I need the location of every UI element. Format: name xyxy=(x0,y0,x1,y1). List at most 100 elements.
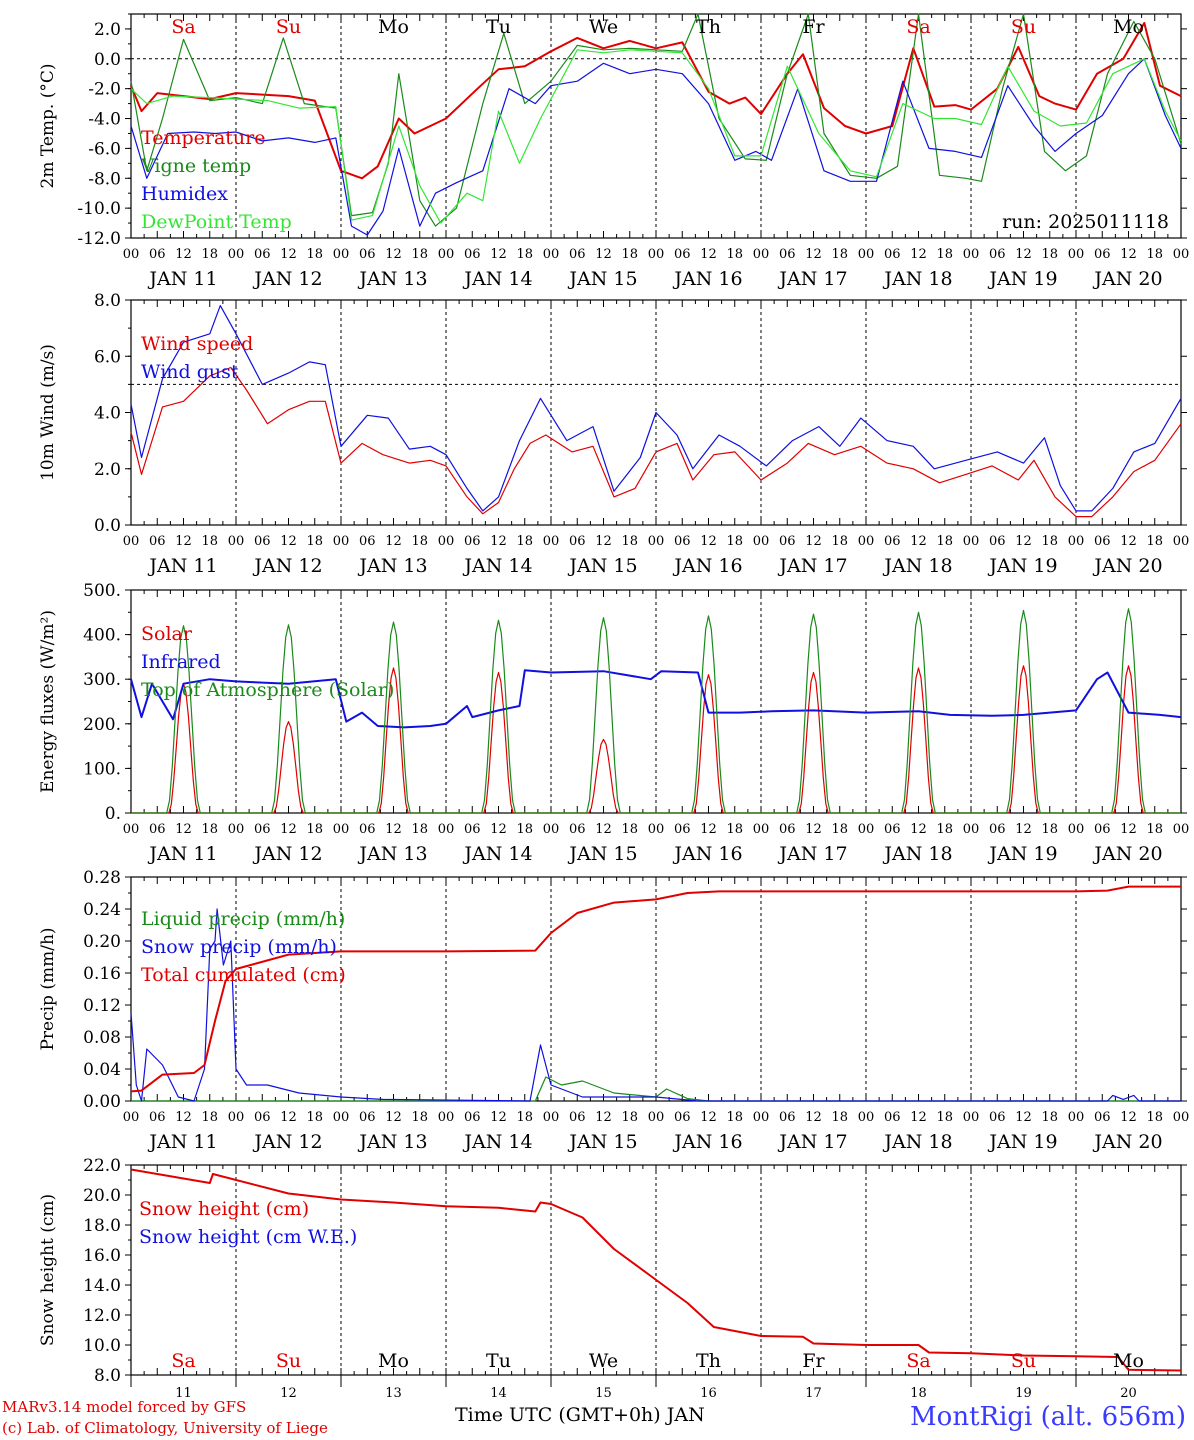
hour-label: 06 xyxy=(1094,534,1111,549)
hour-label: 00 xyxy=(123,822,140,837)
series-line xyxy=(131,1076,1181,1102)
hour-label: 00 xyxy=(858,1110,875,1125)
y-tick-label: 22.0 xyxy=(83,1156,121,1176)
day-number: 11 xyxy=(175,1386,192,1401)
hour-label: 18 xyxy=(516,247,533,262)
hour-label: 00 xyxy=(543,247,560,262)
series-line xyxy=(130,58,1182,236)
day-number: 16 xyxy=(700,1386,717,1401)
hour-label: 18 xyxy=(831,822,848,837)
hour-label: 06 xyxy=(779,247,796,262)
series-line xyxy=(130,305,1182,512)
hour-label: 18 xyxy=(936,1110,953,1125)
y-tick-label: 2.0 xyxy=(94,460,121,480)
hour-label: 18 xyxy=(306,534,323,549)
date-label: JAN 19 xyxy=(987,843,1057,865)
weekday-label: Th xyxy=(696,1350,721,1372)
date-label: JAN 11 xyxy=(147,268,217,290)
hour-label: 12 xyxy=(385,534,402,549)
y-tick-label: -4.0 xyxy=(88,110,121,130)
hour-label: 06 xyxy=(1094,822,1111,837)
legend-entry: Infrared xyxy=(141,651,221,673)
series-line xyxy=(130,22,1182,180)
hour-label: 06 xyxy=(569,247,586,262)
legend-entry: Snow precip (mm/h) xyxy=(141,936,337,958)
hour-label: 12 xyxy=(805,1110,822,1125)
hour-label: 06 xyxy=(569,1110,586,1125)
hour-label: 00 xyxy=(543,822,560,837)
hour-label: 18 xyxy=(306,1110,323,1125)
date-label: JAN 18 xyxy=(882,555,952,577)
panel-2: 8.0 6.0 4.0 2.0 0.0 10m Wind (m/s) 00 06 12 18 00 0… xyxy=(38,291,1189,577)
hour-label: 00 xyxy=(438,247,455,262)
hour-label: 12 xyxy=(1015,534,1032,549)
y-tick-label: 300. xyxy=(83,670,121,690)
hour-label: 06 xyxy=(1094,247,1111,262)
weekday-label: Sa xyxy=(906,16,930,38)
hour-label: 18 xyxy=(516,534,533,549)
date-label: JAN 13 xyxy=(357,1131,427,1153)
hour-label: 12 xyxy=(700,1110,717,1125)
hour-label: 00 xyxy=(963,247,980,262)
y-tick-label: -10.0 xyxy=(77,199,121,219)
panel-3: 500. 400. 300. 200. 100. 0. Energy fluxes (W/m… xyxy=(38,581,1189,865)
weekday-label: Sa xyxy=(171,1350,195,1372)
weekday-label: Tu xyxy=(486,1350,511,1372)
hour-label: 06 xyxy=(989,534,1006,549)
hour-label: 00 xyxy=(753,822,770,837)
hour-label: 18 xyxy=(516,822,533,837)
hour-label: 18 xyxy=(201,534,218,549)
hour-label: 12 xyxy=(175,822,192,837)
y-tick-label: 18.0 xyxy=(83,1216,121,1236)
date-label: JAN 17 xyxy=(777,1131,847,1153)
date-label: JAN 12 xyxy=(252,268,322,290)
run-label: run: 2025011118 xyxy=(1002,211,1169,233)
hour-label: 18 xyxy=(1041,534,1058,549)
date-label: JAN 13 xyxy=(357,555,427,577)
weekday-label: Su xyxy=(1011,16,1036,38)
hour-label: 06 xyxy=(254,1110,271,1125)
date-label: JAN 16 xyxy=(672,555,742,577)
date-label: JAN 16 xyxy=(672,268,742,290)
hour-label: 12 xyxy=(700,534,717,549)
weekday-label: Mo xyxy=(1113,16,1144,38)
hour-label: 18 xyxy=(831,534,848,549)
hour-label: 00 xyxy=(333,1110,350,1125)
hour-label: 00 xyxy=(543,1110,560,1125)
hour-label: 06 xyxy=(884,247,901,262)
hour-label: 06 xyxy=(779,1110,796,1125)
y-tick-label: 0. xyxy=(105,804,121,824)
hour-label: 00 xyxy=(1068,247,1085,262)
hour-label: 18 xyxy=(621,534,638,549)
legend-entry: DewPoint Temp xyxy=(141,211,292,233)
hour-label: 06 xyxy=(149,1110,166,1125)
hour-label: 06 xyxy=(989,247,1006,262)
date-label: JAN 19 xyxy=(987,1131,1057,1153)
date-label: JAN 19 xyxy=(987,555,1057,577)
hour-label: 06 xyxy=(359,534,376,549)
y-tick-label: 10.0 xyxy=(83,1336,121,1356)
hour-label: 12 xyxy=(175,534,192,549)
legend-entry: Liquid precip (mm/h) xyxy=(141,908,345,930)
model-credit: MARv3.14 model forced by GFS xyxy=(2,1398,247,1416)
y-tick-label: 400. xyxy=(83,626,121,646)
date-label: JAN 12 xyxy=(252,843,322,865)
y-tick-label: 0.0 xyxy=(94,516,121,536)
series-group xyxy=(130,13,1182,236)
hour-label: 18 xyxy=(726,534,743,549)
hour-label: 06 xyxy=(464,534,481,549)
date-label: JAN 12 xyxy=(252,1131,322,1153)
hour-label: 12 xyxy=(1015,247,1032,262)
hour-label: 00 xyxy=(1068,822,1085,837)
plot-frame xyxy=(130,589,1182,814)
date-label: JAN 14 xyxy=(462,268,532,290)
hour-label: 18 xyxy=(411,1110,428,1125)
weekday-label: Sa xyxy=(171,16,195,38)
legend-entry: Snow height (cm W.E.) xyxy=(139,1226,357,1248)
y-tick-label: -12.0 xyxy=(77,229,121,249)
hour-label: 06 xyxy=(359,1110,376,1125)
series-group xyxy=(130,885,1181,1102)
hour-label: 12 xyxy=(595,534,612,549)
hour-label: 12 xyxy=(280,822,297,837)
